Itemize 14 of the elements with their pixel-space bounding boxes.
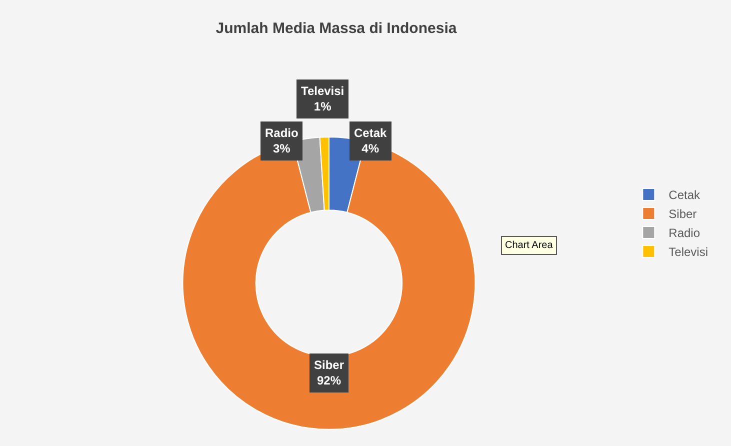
chart-title: Jumlah Media Massa di Indonesia <box>216 20 458 37</box>
slice-label: Cetak <box>354 126 388 140</box>
data-label: 92% <box>316 374 342 388</box>
data-label: 3% <box>273 142 291 156</box>
data-label: 4% <box>362 142 380 156</box>
legend-label: Televisi <box>668 245 708 260</box>
slice-label: Siber <box>314 358 344 372</box>
slice-label: Televisi <box>301 84 344 98</box>
data-label: 1% <box>314 100 332 114</box>
text: Chart Area <box>505 240 554 251</box>
legend-label: Cetak <box>668 188 702 202</box>
slice-label: Radio <box>265 126 298 140</box>
legend-label: Siber <box>668 207 697 222</box>
legend-label: Radio <box>668 226 700 240</box>
